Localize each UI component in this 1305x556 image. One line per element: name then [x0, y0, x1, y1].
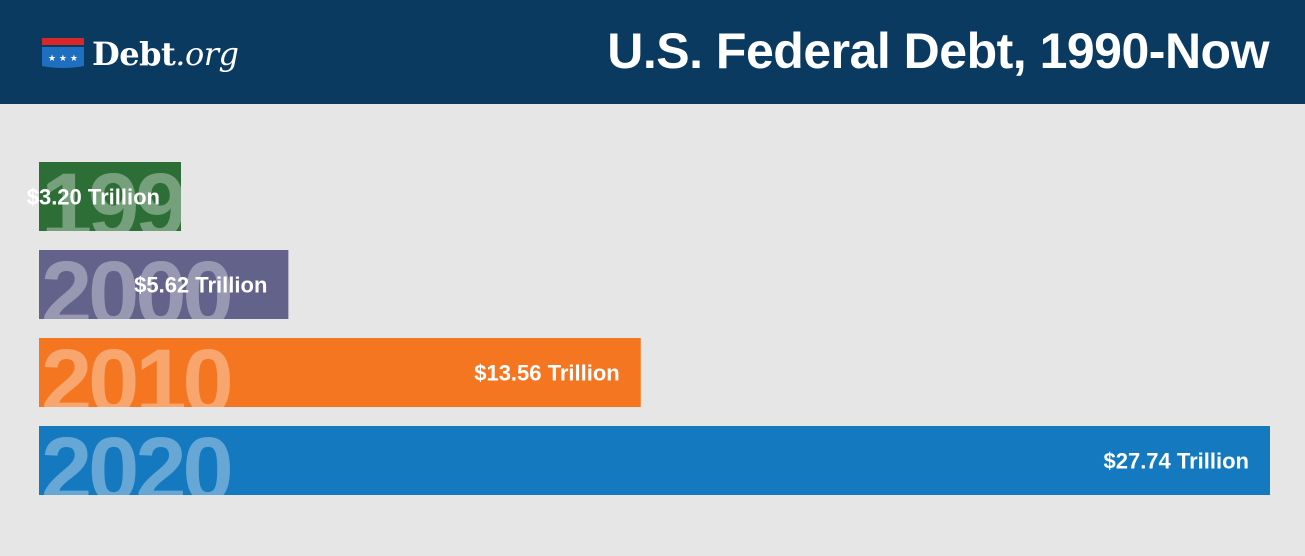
- chart-header: ★ ★ ★ Debt.org U.S. Federal Debt, 1990-N…: [0, 0, 1305, 104]
- bar-group-2000: 2000$5.62 Trillion: [39, 243, 289, 345]
- bar-2020: [39, 426, 1270, 495]
- value-label-1990: $3.20 Trillion: [27, 185, 160, 210]
- bar-2010: [39, 338, 641, 407]
- bar-group-1990: 1990$3.20 Trillion: [27, 155, 230, 257]
- bar-1990: [39, 162, 182, 231]
- bar-2000: [39, 250, 289, 319]
- category-label-2020: 2020: [41, 419, 230, 521]
- bar-group-2010: 2010 $13.56 Trillion: [39, 331, 641, 433]
- category-label-2010: 2010: [41, 331, 230, 433]
- value-label-2020: $27.74 Trillion: [1103, 449, 1249, 474]
- svg-text:★ ★ ★: ★ ★ ★: [48, 54, 78, 64]
- value-label-2010: $13.56 Trillion: [474, 361, 620, 386]
- category-label-2000: 2000: [41, 243, 230, 345]
- logo-wordmark: Debt.org: [92, 35, 239, 73]
- flag-icon: ★ ★ ★: [42, 38, 84, 68]
- debt-org-logo[interactable]: ★ ★ ★ Debt.org: [40, 30, 239, 78]
- page-title: U.S. Federal Debt, 1990-Now: [607, 23, 1269, 79]
- value-label-2000: $5.62 Trillion: [134, 273, 267, 298]
- category-label-1990: 1990: [41, 155, 230, 257]
- bar-group-2020: 2020 $27.74 Trillion: [39, 419, 1270, 521]
